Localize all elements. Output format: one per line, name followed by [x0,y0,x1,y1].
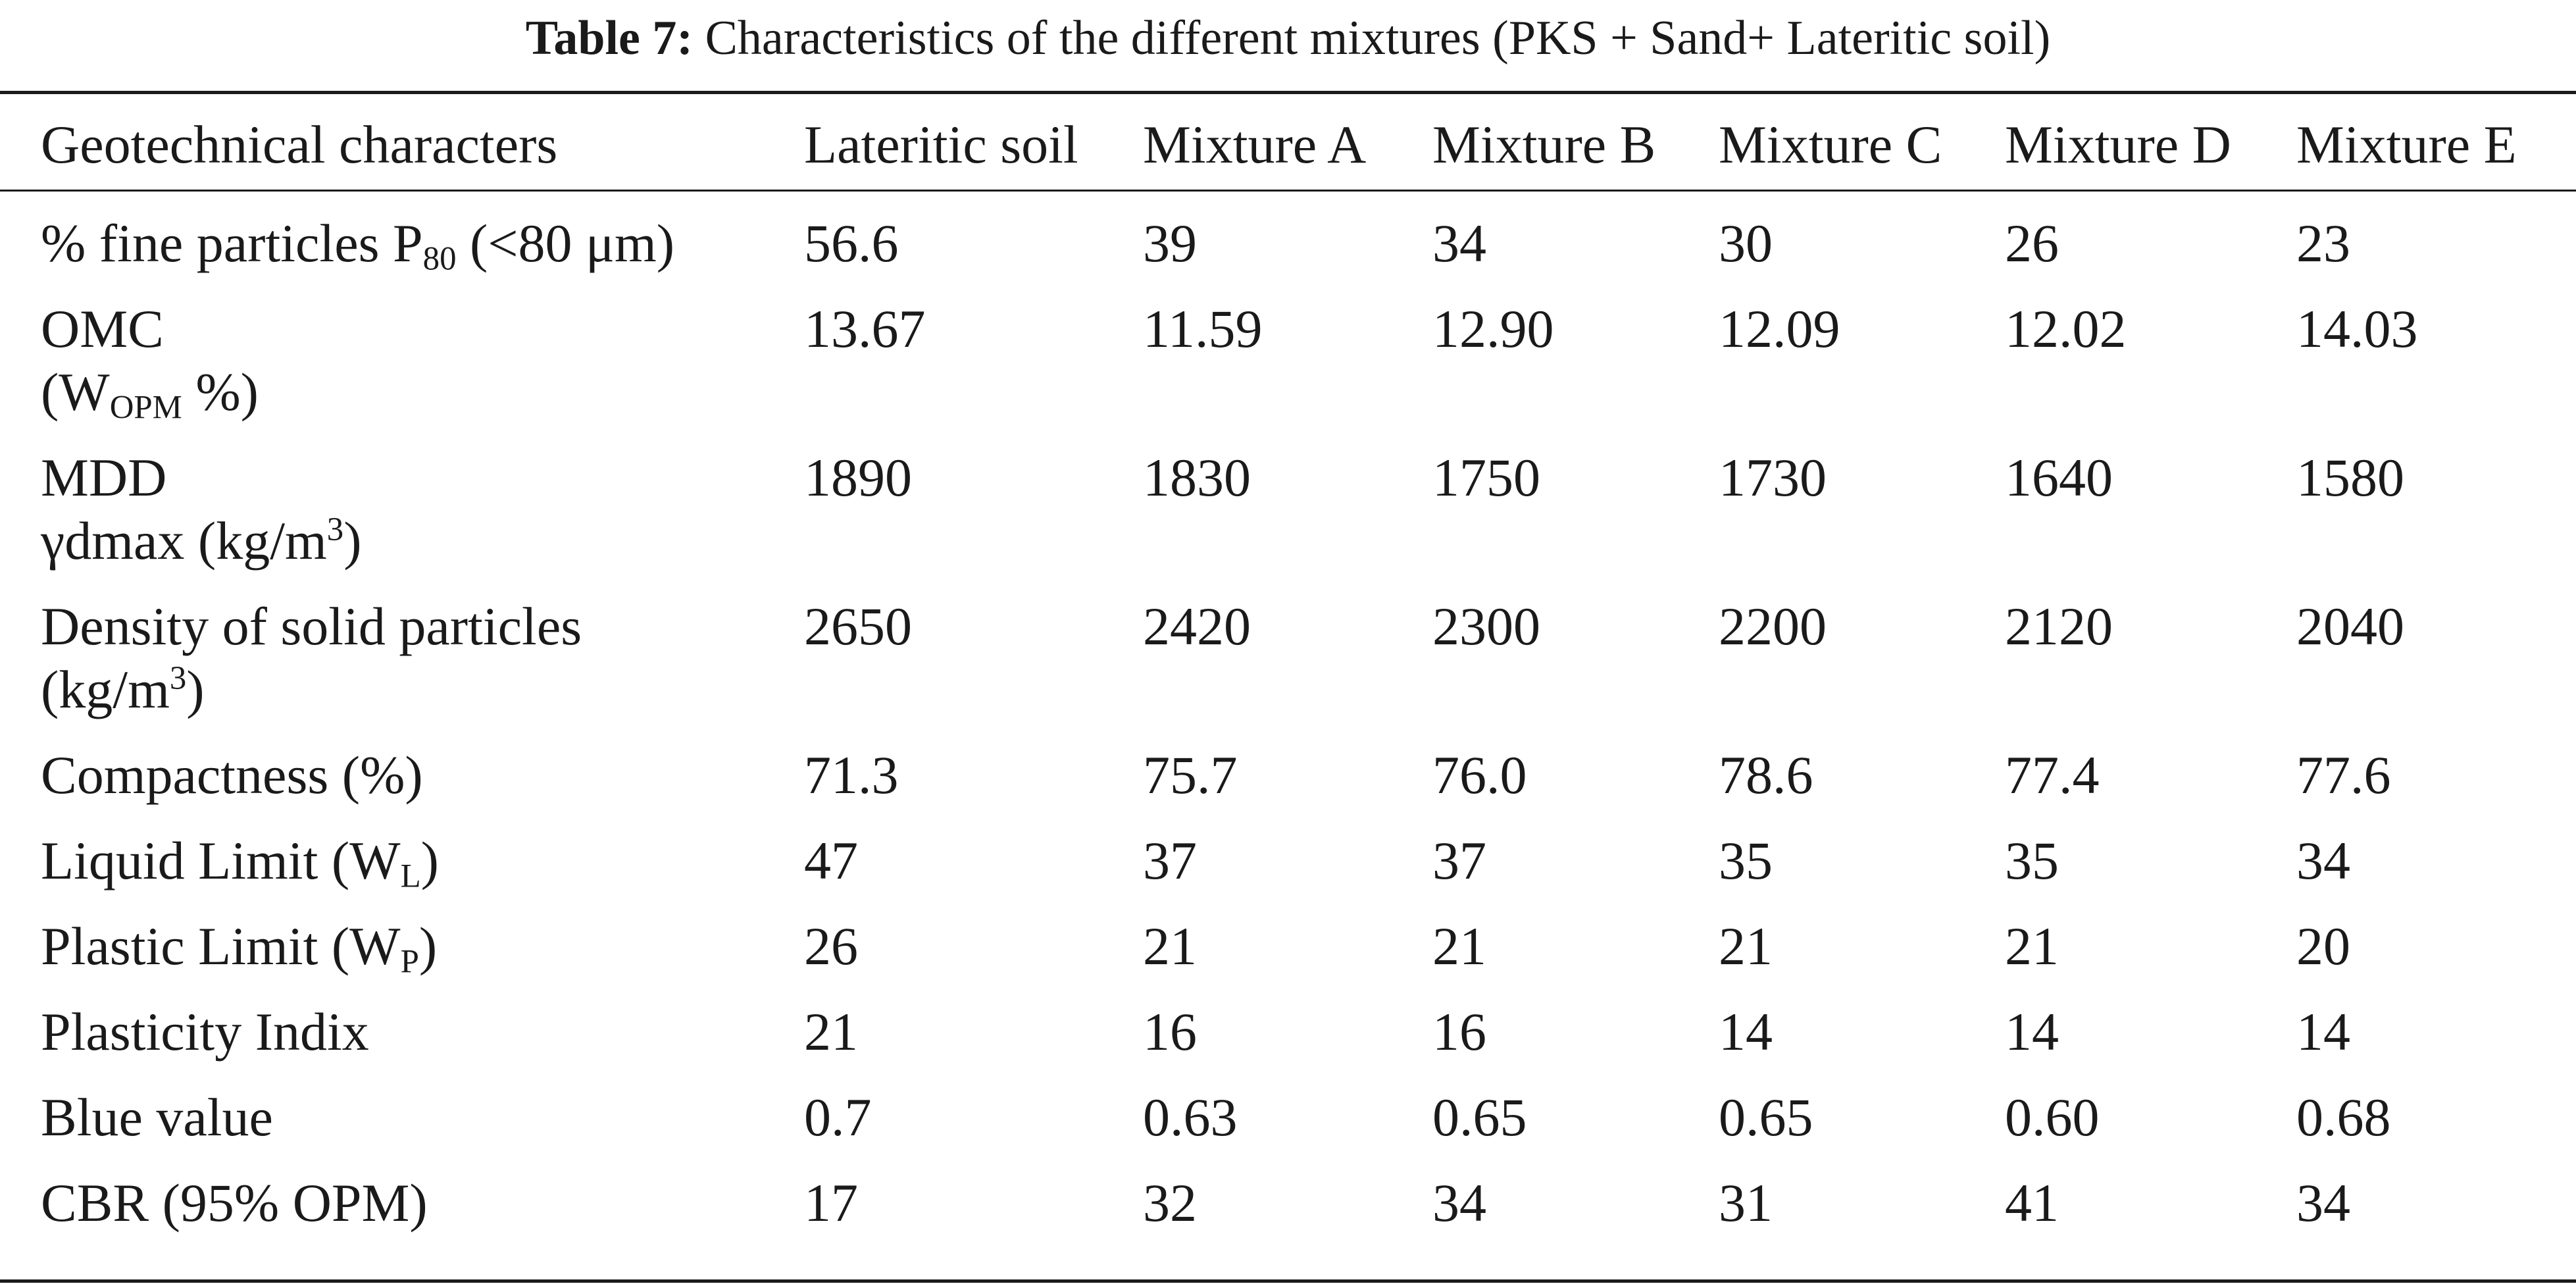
table-caption: Table 7: Characteristics of the differen… [0,5,2576,71]
table-cell: 47 [804,831,858,890]
table-cell: 21 [804,1002,858,1062]
table-cell: 0.65 [1432,1087,1527,1147]
table-cell: 31 [1719,1173,1773,1233]
table-cell: 1580 [2296,448,2404,507]
table-cell: 2300 [1432,596,1540,656]
table-cell: 16 [1432,1002,1486,1062]
row-label: Blue value [41,1087,273,1147]
column-header: Geotechnical characters [41,115,558,174]
row-label: Plastic Limit (WP) [41,916,438,980]
table-cell: 35 [1719,831,1773,890]
table-top-rule [0,91,2576,94]
table-cell: 39 [1143,213,1197,273]
table-row: OMC (WOPM %) 13.67 11.59 12.90 12.09 12.0… [41,284,2573,433]
table-cell: 32 [1143,1173,1197,1233]
table-row: % fine particles P80 (<80 μm) 56.6 39 34… [41,199,2573,284]
row-label: Compactness (%) [41,745,423,805]
table-cell: 37 [1143,831,1197,890]
table-cell: 77.4 [2005,745,2100,805]
table-cell: 35 [2005,831,2059,890]
table-cell: 2200 [1719,596,1827,656]
column-header: Mixture C [1719,115,1942,174]
table-row: Blue value 0.7 0.63 0.65 0.65 0.60 0.68 [41,1073,2573,1158]
table-header-row: Geotechnical characters Lateritic soil M… [41,104,2573,199]
table-cell: 76.0 [1432,745,1527,805]
row-label: OMC (WOPM %) [41,299,259,426]
table-cell: 34 [1432,1173,1486,1233]
table-cell: 2120 [2005,596,2113,656]
table-cell: 1830 [1143,448,1251,507]
table-cell: 0.60 [2005,1087,2100,1147]
table-cell: 2420 [1143,596,1251,656]
table-cell: 21 [1719,916,1773,976]
table-cell: 2650 [804,596,912,656]
table-cell: 14 [2296,1002,2350,1062]
table-row: Density of solid particles (kg/m3) 2650 2… [41,582,2573,731]
row-label: CBR (95% OPM) [41,1173,428,1233]
table-cell: 2040 [2296,596,2404,656]
table-cell: 26 [804,916,858,976]
table-cell: 13.67 [804,299,926,359]
row-label: % fine particles P80 (<80 μm) [41,213,675,277]
table-row: Liquid Limit (WL) 47 37 37 35 35 34 [41,816,2573,902]
table-cell: 34 [1432,213,1486,273]
table-row: Plasticity Indix 21 16 16 14 14 14 [41,987,2573,1073]
table-cell: 41 [2005,1173,2059,1233]
characteristics-table: Geotechnical characters Lateritic soil M… [41,104,2573,1244]
table-cell: 37 [1432,831,1486,890]
table-cell: 0.68 [2296,1087,2391,1147]
table-bottom-rule [0,1279,2576,1283]
table-row: MDD γdmax (kg/m3) 1890 1830 1750 1730 164… [41,433,2573,582]
table-cell: 20 [2296,916,2350,976]
table-caption-label: Table 7: [525,11,694,65]
table-caption-text: Characteristics of the different mixture… [705,11,2051,65]
table-cell: 56.6 [804,213,899,273]
table-cell: 75.7 [1143,745,1238,805]
column-header: Mixture B [1432,115,1656,174]
table-row: Plastic Limit (WP) 26 21 21 21 21 20 [41,902,2573,987]
table-cell: 1750 [1432,448,1540,507]
table-cell: 1890 [804,448,912,507]
table-row: Compactness (%) 71.3 75.7 76.0 78.6 77.4… [41,731,2573,816]
row-label: Plasticity Indix [41,1002,369,1062]
row-label: MDD γdmax (kg/m3) [41,448,362,571]
table-cell: 14.03 [2296,299,2418,359]
column-header: Mixture D [2005,115,2231,174]
table-cell: 34 [2296,831,2350,890]
table-cell: 78.6 [1719,745,1813,805]
table-header-rule [0,190,2576,192]
table-cell: 0.63 [1143,1087,1238,1147]
table-cell: 71.3 [804,745,899,805]
row-label: Density of solid particles (kg/m3) [41,596,582,719]
table-cell: 12.02 [2005,299,2127,359]
table-cell: 30 [1719,213,1773,273]
column-header: Lateritic soil [804,115,1078,174]
row-label: Liquid Limit (WL) [41,831,439,894]
table-cell: 1730 [1719,448,1827,507]
table-cell: 21 [2005,916,2059,976]
table-cell: 16 [1143,1002,1197,1062]
table-cell: 12.09 [1719,299,1840,359]
table-cell: 77.6 [2296,745,2391,805]
table-cell: 1640 [2005,448,2113,507]
table-cell: 14 [2005,1002,2059,1062]
table-row: CBR (95% OPM) 17 32 34 31 41 34 [41,1158,2573,1244]
column-header: Mixture A [1143,115,1367,174]
table-cell: 0.65 [1719,1087,1813,1147]
table-cell: 23 [2296,213,2350,273]
column-header: Mixture E [2296,115,2517,174]
table-cell: 14 [1719,1002,1773,1062]
table-cell: 12.90 [1432,299,1554,359]
table-cell: 26 [2005,213,2059,273]
table-cell: 11.59 [1143,299,1263,359]
table-cell: 21 [1432,916,1486,976]
table-cell: 34 [2296,1173,2350,1233]
table-cell: 17 [804,1173,858,1233]
table-cell: 21 [1143,916,1197,976]
table-cell: 0.7 [804,1087,872,1147]
